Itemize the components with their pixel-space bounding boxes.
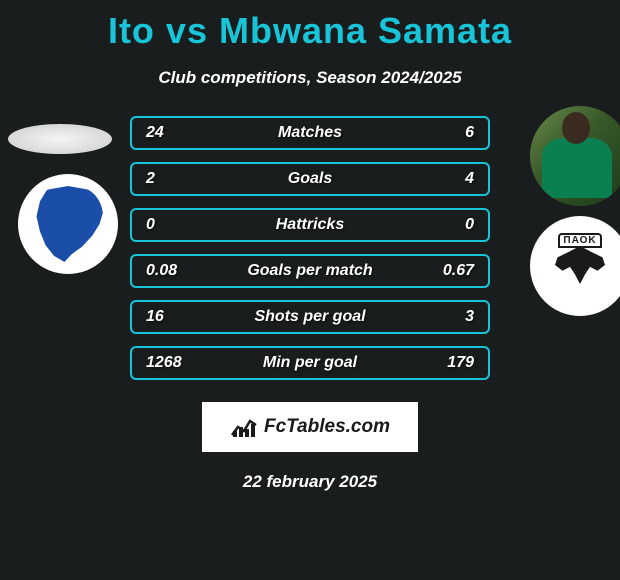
club-right-label: ΠΑΟΚ xyxy=(558,233,601,248)
subtitle: Club competitions, Season 2024/2025 xyxy=(0,68,620,88)
player-right-jersey xyxy=(542,138,612,198)
stat-label: Min per goal xyxy=(186,354,434,372)
club-left-icon xyxy=(33,186,103,262)
player-left-avatar xyxy=(8,124,112,154)
stat-row: 0.08 Goals per match 0.67 xyxy=(130,254,490,288)
stat-label: Hattricks xyxy=(186,216,434,234)
branding-label: FcTables.com xyxy=(264,416,390,438)
stat-left-value: 24 xyxy=(146,124,186,142)
stat-label: Matches xyxy=(186,124,434,142)
stat-row: 2 Goals 4 xyxy=(130,162,490,196)
stat-left-value: 0.08 xyxy=(146,262,186,280)
stat-row: 24 Matches 6 xyxy=(130,116,490,150)
club-right-badge: ΠΑΟΚ xyxy=(530,216,620,316)
comparison-content: ΠΑΟΚ 24 Matches 6 2 Goals 4 0 Hattricks … xyxy=(0,116,620,492)
stat-right-value: 0 xyxy=(434,216,474,234)
stat-right-value: 179 xyxy=(434,354,474,372)
stat-label: Goals per match xyxy=(186,262,434,280)
stat-right-value: 3 xyxy=(434,308,474,326)
stat-row: 16 Shots per goal 3 xyxy=(130,300,490,334)
branding-banner: FcTables.com xyxy=(202,402,418,452)
stat-right-value: 4 xyxy=(434,170,474,188)
stat-left-value: 16 xyxy=(146,308,186,326)
stat-right-value: 6 xyxy=(434,124,474,142)
club-left-badge xyxy=(18,174,118,274)
stat-row: 1268 Min per goal 179 xyxy=(130,346,490,380)
date-label: 22 february 2025 xyxy=(0,472,620,492)
stat-left-value: 2 xyxy=(146,170,186,188)
club-right-icon xyxy=(555,246,605,284)
player-right-avatar xyxy=(530,106,620,206)
stat-label: Shots per goal xyxy=(186,308,434,326)
stat-left-value: 1268 xyxy=(146,354,186,372)
stat-row: 0 Hattricks 0 xyxy=(130,208,490,242)
player-right-head xyxy=(562,112,590,144)
page-title: Ito vs Mbwana Samata xyxy=(0,0,620,52)
stat-left-value: 0 xyxy=(146,216,186,234)
stats-table: 24 Matches 6 2 Goals 4 0 Hattricks 0 0.0… xyxy=(130,116,490,380)
stat-label: Goals xyxy=(186,170,434,188)
stat-right-value: 0.67 xyxy=(434,262,474,280)
chart-icon xyxy=(230,415,258,439)
